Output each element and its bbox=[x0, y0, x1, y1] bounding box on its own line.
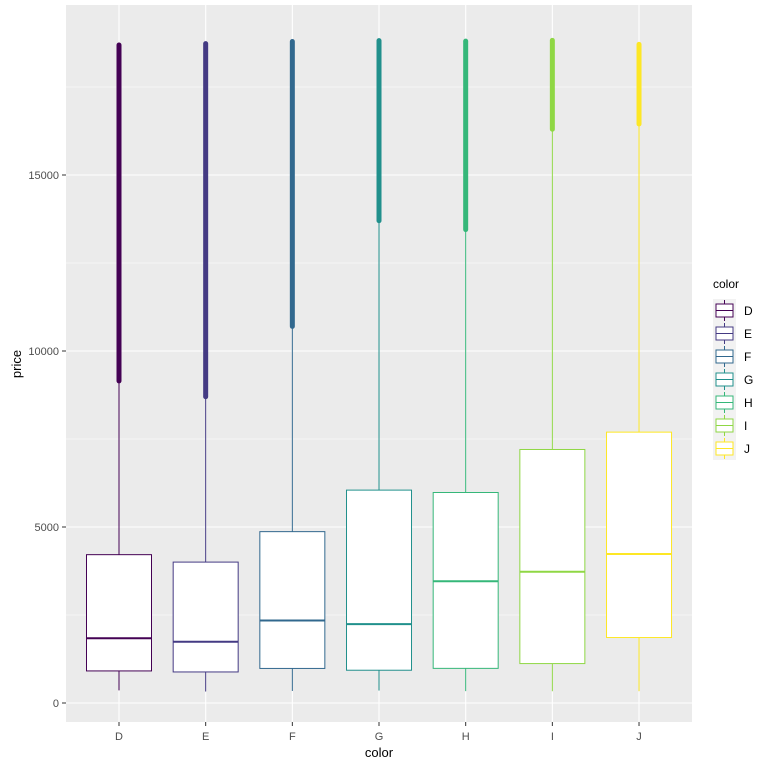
y-tick-label: 5000 bbox=[35, 522, 59, 534]
y-tick-label: 0 bbox=[53, 698, 59, 710]
legend-item-E: E bbox=[713, 322, 752, 345]
legend-label: G bbox=[744, 373, 753, 387]
box-iqr bbox=[259, 531, 326, 669]
legend-label: E bbox=[744, 327, 752, 341]
y-axis-title: price bbox=[9, 350, 24, 378]
box-E bbox=[172, 41, 239, 692]
legend-item-G: G bbox=[713, 368, 753, 391]
x-axis-title: color bbox=[365, 745, 394, 760]
box-D bbox=[86, 42, 152, 691]
legend-item-J: J bbox=[713, 437, 750, 460]
box-iqr bbox=[606, 431, 673, 639]
legend-label: H bbox=[744, 396, 753, 410]
box-iqr bbox=[172, 561, 239, 673]
x-tick-label: E bbox=[202, 731, 209, 743]
legend-label: J bbox=[744, 442, 750, 456]
x-tick-label: H bbox=[462, 731, 470, 743]
x-tick-label: I bbox=[551, 731, 554, 743]
legend-item-I: I bbox=[713, 414, 747, 437]
x-tick-label: D bbox=[115, 731, 123, 743]
legend-item-H: H bbox=[713, 391, 753, 414]
box-iqr bbox=[346, 489, 413, 671]
box-iqr bbox=[519, 448, 586, 665]
x-tick-label: F bbox=[289, 731, 296, 743]
x-tick-label: J bbox=[636, 731, 642, 743]
legend-label: F bbox=[744, 350, 751, 364]
x-tick-label: G bbox=[375, 731, 384, 743]
box-iqr bbox=[86, 554, 152, 672]
box-I bbox=[519, 37, 586, 692]
box-F bbox=[259, 39, 326, 691]
box-H bbox=[432, 38, 499, 692]
box-G bbox=[346, 38, 413, 691]
legend-item-D: D bbox=[713, 299, 753, 322]
legend-title: color bbox=[713, 277, 739, 291]
legend-label: D bbox=[744, 304, 753, 318]
legend-label: I bbox=[744, 419, 747, 433]
y-tick-label: 10000 bbox=[28, 346, 59, 358]
y-tick-label: 15000 bbox=[28, 170, 59, 182]
box-J bbox=[606, 41, 673, 692]
legend-item-F: F bbox=[713, 345, 751, 368]
